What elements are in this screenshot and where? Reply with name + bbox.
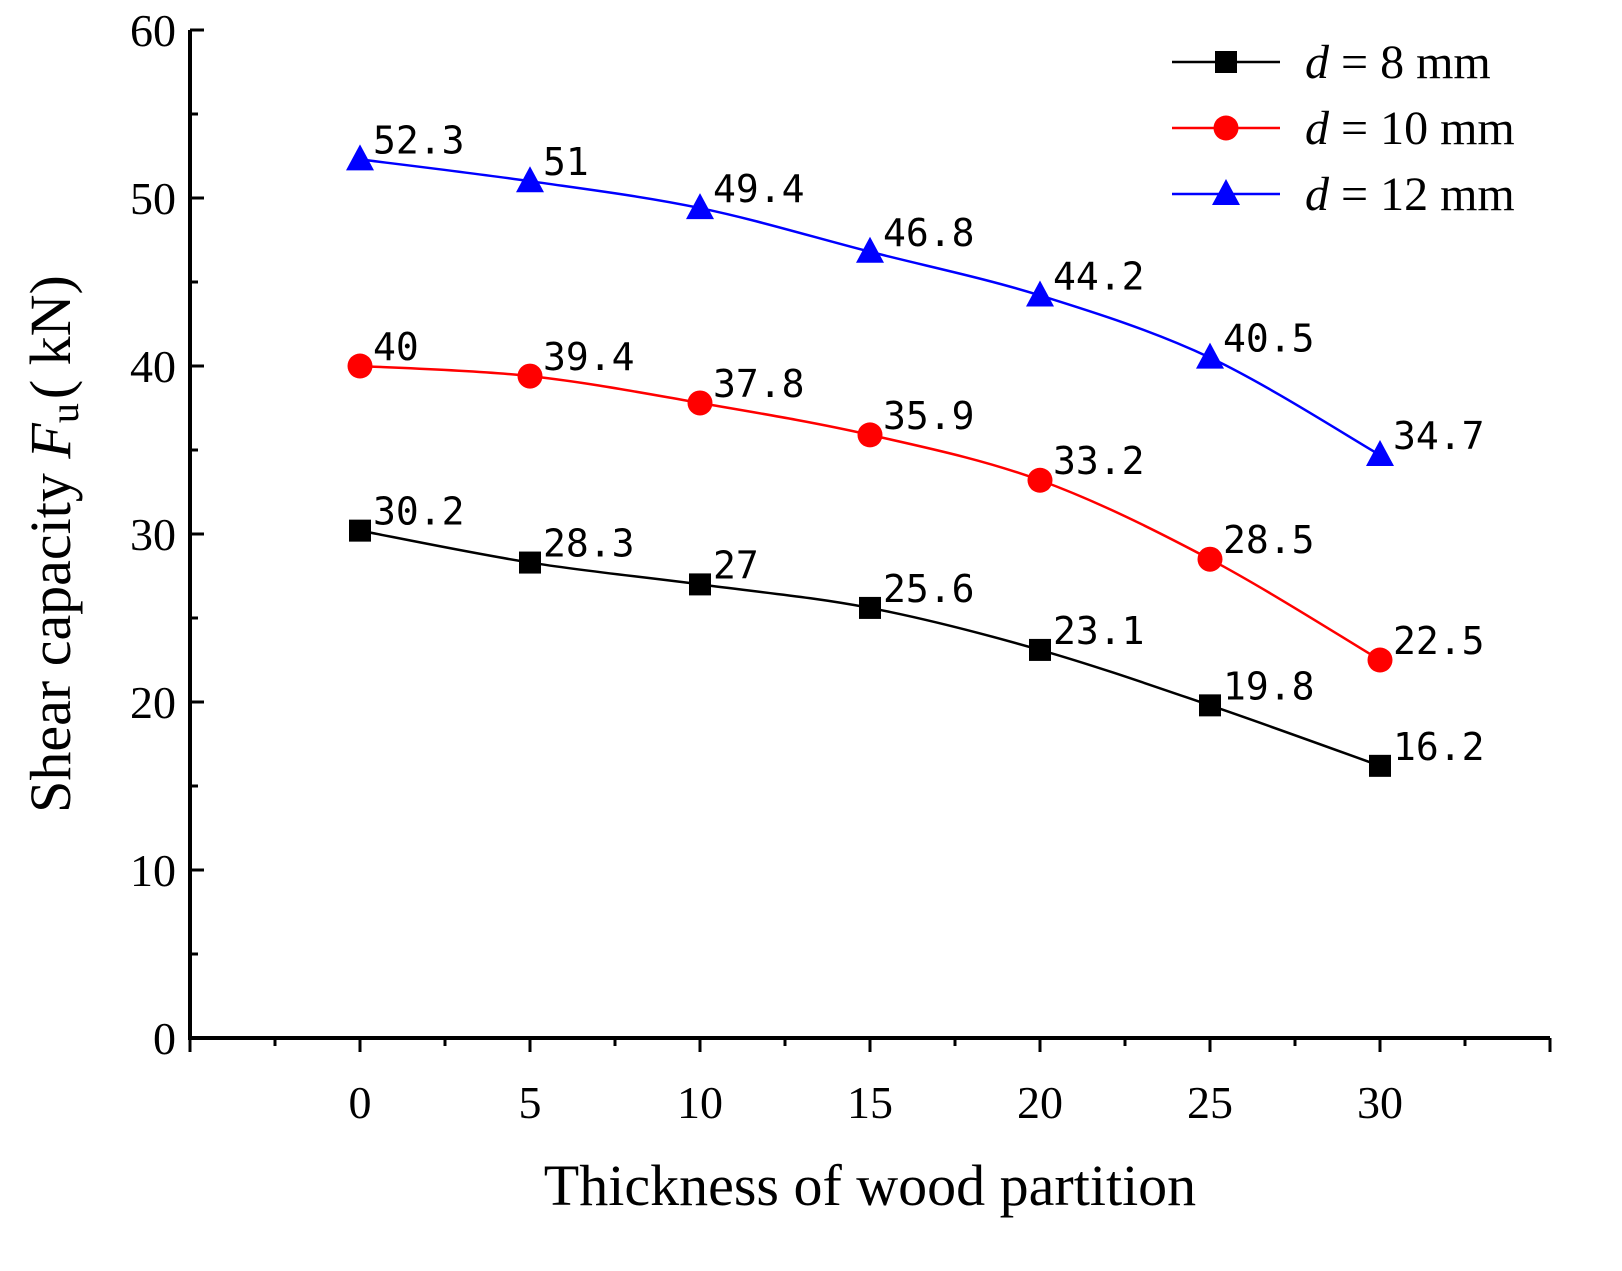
data-label: 28.5: [1223, 518, 1315, 562]
series-layer: 30.2 28.3 27 25.6 23.1 19.8 16.2 40 39.4 37.8 35.9…: [346, 118, 1485, 777]
data-point: [1197, 546, 1223, 572]
legend-rest: = 12 mm: [1329, 168, 1515, 221]
data-label: 22.5: [1393, 619, 1485, 663]
data-point: [1366, 440, 1394, 467]
data-label: 34.7: [1393, 414, 1485, 458]
data-label: 23.1: [1053, 609, 1145, 653]
y-axis-title: Shear capacity Fu ( kN): [18, 275, 87, 813]
data-label: 39.4: [543, 335, 635, 379]
y-axis-ticks: 0 10 20 30 40 50 60: [130, 5, 204, 1064]
y-tick-label: 60: [130, 5, 176, 56]
series-square: 30.2 28.3 27 25.6 23.1 19.8 16.2: [349, 490, 1485, 777]
data-point: [519, 551, 541, 574]
x-tick-label: 5: [519, 1077, 542, 1128]
data-point: [689, 573, 711, 596]
data-label: 51: [543, 140, 589, 184]
data-point: [349, 519, 371, 542]
x-tick-label: 0: [349, 1077, 372, 1128]
data-label: 30.2: [373, 490, 465, 534]
x-tick-label: 25: [1187, 1077, 1233, 1128]
legend-item: d = 10 mm: [1172, 102, 1515, 155]
x-tick-label: 20: [1017, 1077, 1063, 1128]
y-axis-title-symbol: F: [18, 423, 83, 460]
data-point: [516, 166, 544, 193]
data-point: [686, 193, 714, 220]
x-axis-title: Thickness of wood partition: [544, 1153, 1196, 1218]
legend-symbol: d: [1305, 102, 1330, 155]
data-label: 49.4: [713, 167, 805, 211]
series-line: [359, 529, 1381, 768]
data-label: 37.8: [713, 362, 805, 406]
y-tick-label: 30: [130, 509, 176, 560]
legend-label: d = 8 mm: [1305, 36, 1491, 89]
y-axis-title-unit: ( kN): [18, 275, 83, 399]
y-tick-label: 40: [130, 341, 176, 392]
data-label: 25.6: [883, 567, 975, 611]
data-label: 33.2: [1053, 439, 1145, 483]
data-point: [1029, 638, 1051, 661]
x-axis-ticks: 0 5 10 15 20 25 30: [188, 1038, 1552, 1128]
axes-frame: [188, 30, 1550, 1040]
data-point: [687, 390, 713, 416]
y-tick-label: 20: [130, 677, 176, 728]
legend-symbol: d: [1305, 36, 1330, 89]
data-point: [857, 422, 883, 448]
data-point: [1369, 754, 1391, 777]
y-tick-label: 0: [153, 1013, 176, 1064]
x-tick-label: 10: [677, 1077, 723, 1128]
data-label: 28.3: [543, 522, 635, 566]
legend-symbol: d: [1305, 168, 1330, 221]
data-label: 46.8: [883, 211, 975, 255]
legend: d = 8 mmd = 10 mmd = 12 mm: [1172, 36, 1515, 221]
data-point: [1367, 647, 1393, 673]
legend-rest: = 10 mm: [1329, 102, 1515, 155]
data-label: 52.3: [373, 118, 465, 162]
x-tick-label: 30: [1357, 1077, 1403, 1128]
legend-label: d = 10 mm: [1305, 102, 1515, 155]
y-axis-title-prefix: Shear capacity: [18, 459, 83, 813]
data-label: 40.5: [1223, 317, 1315, 361]
legend-label: d = 12 mm: [1305, 168, 1515, 221]
data-point: [517, 363, 543, 389]
legend-marker: [1213, 115, 1239, 141]
series-triangle: 52.3 51 49.4 46.8 44.2 40.5 34.7: [346, 118, 1485, 467]
data-label: 44.2: [1053, 254, 1145, 298]
data-point: [1199, 694, 1221, 717]
data-point: [1196, 342, 1224, 369]
data-point: [1026, 280, 1054, 307]
data-label: 27: [713, 543, 759, 587]
y-axis-title-subscript: u: [42, 403, 87, 423]
legend-item: d = 12 mm: [1172, 168, 1515, 221]
legend-item: d = 8 mm: [1172, 36, 1491, 89]
data-point: [859, 596, 881, 619]
x-tick-label: 15: [847, 1077, 893, 1128]
data-label: 40: [373, 325, 419, 369]
legend-marker: [1215, 51, 1237, 73]
data-label: 16.2: [1393, 725, 1485, 769]
legend-rest: = 8 mm: [1329, 36, 1491, 89]
data-label: 19.8: [1223, 664, 1315, 708]
y-tick-label: 10: [130, 845, 176, 896]
data-point: [347, 353, 373, 379]
series-circle: 40 39.4 37.8 35.9 33.2 28.5 22.5: [347, 325, 1485, 673]
legend-marker: [1212, 179, 1240, 205]
y-tick-label: 50: [130, 173, 176, 224]
data-point: [856, 236, 884, 263]
data-point: [346, 144, 374, 171]
data-point: [1027, 467, 1053, 493]
data-label: 35.9: [883, 394, 975, 438]
